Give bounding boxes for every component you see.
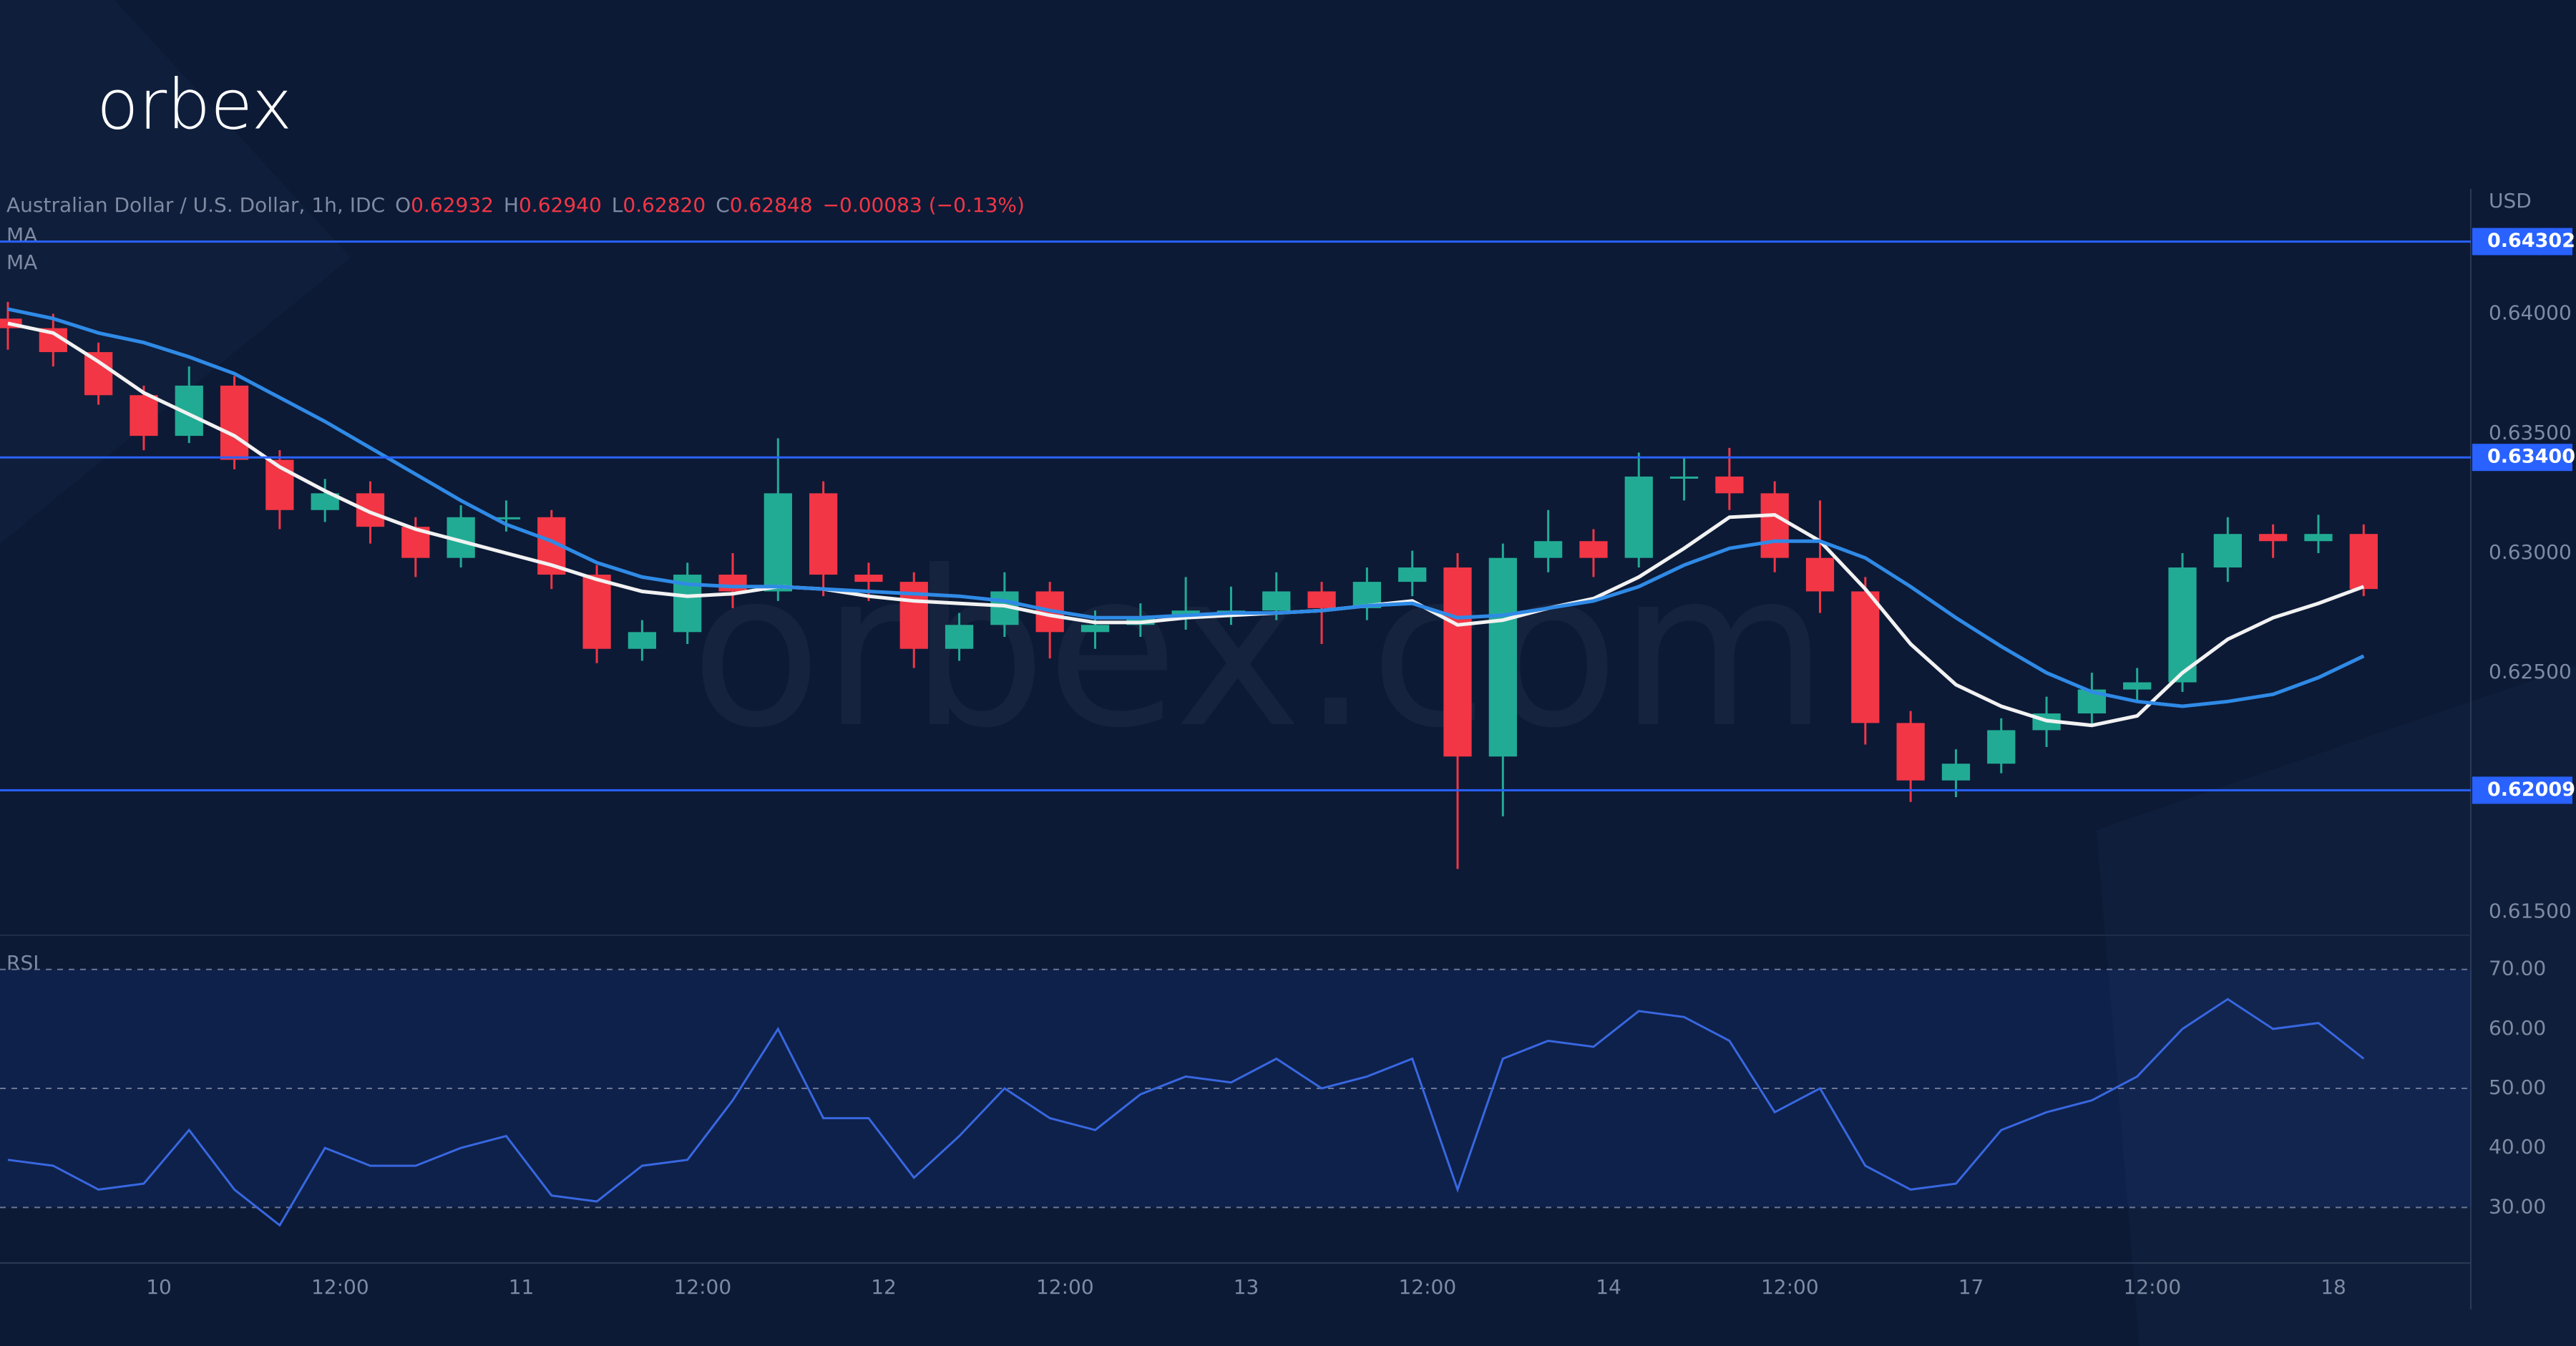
candle-body (1760, 493, 1789, 558)
candle-body (1805, 557, 1835, 592)
candle-body (763, 493, 792, 592)
candle-body (1080, 625, 1110, 633)
x-tick-label: 13 (1234, 1275, 1259, 1299)
x-tick-label: 12:00 (1761, 1275, 1819, 1299)
legend-entry: MA (6, 250, 37, 274)
decor (2097, 665, 2576, 1346)
ma-line (7, 307, 2365, 708)
candle-body (1488, 557, 1517, 757)
legend-key: C (716, 193, 730, 217)
candle-body (2168, 567, 2197, 683)
level-label: 0.62009 (2487, 779, 2575, 801)
legend-value: 0.62820 (623, 193, 706, 217)
candle-body (854, 575, 883, 582)
x-tick-label: 12:00 (1398, 1275, 1456, 1299)
candle-body (1262, 591, 1291, 611)
y-tick-label: 40.00 (2489, 1135, 2546, 1159)
y-tick-label: 50.00 (2489, 1076, 2546, 1099)
level-label: 0.63400 (2487, 446, 2575, 468)
candle-body (582, 575, 611, 649)
x-tick-label: 17 (1958, 1275, 1984, 1299)
y-tick-label: 70.00 (2489, 957, 2546, 980)
candle-body (2304, 534, 2333, 542)
candle-body (628, 632, 657, 649)
x-tick-label: 18 (2321, 1275, 2346, 1299)
legend-value: 0.62848 (730, 193, 813, 217)
title: Australian Dollar / U.S. Dollar, 1h, IDC (6, 193, 385, 217)
candle-body (311, 493, 339, 510)
watermark: orbex.com (691, 525, 1828, 775)
y-tick-label: 0.63500 (2489, 421, 2572, 444)
y-tick-label: 0.63000 (2489, 540, 2572, 564)
y-tick-label: 0.62500 (2489, 660, 2572, 683)
legend-key: O (395, 193, 411, 217)
x-tick-label: 12:00 (2123, 1275, 2181, 1299)
x-tick-label: 12:00 (311, 1275, 369, 1299)
candle-body (1896, 723, 1925, 781)
candle-body (1443, 567, 1472, 757)
rsi-band (0, 969, 2471, 1208)
panel-title: RSI (6, 951, 39, 975)
candle-body (945, 625, 974, 649)
x-tick-label: 12:00 (1036, 1275, 1094, 1299)
change: −0.00083 (−0.13%) (823, 193, 1025, 217)
x-tick-label: 12:00 (673, 1275, 731, 1299)
candle-body (1579, 541, 1608, 558)
logo: orbex (97, 64, 292, 145)
legend-key: H (504, 193, 519, 217)
candle-body (1398, 567, 1427, 582)
candle-body (2123, 682, 2152, 690)
candle-body (1669, 476, 1699, 479)
decor (0, 0, 351, 544)
x-tick-label: 14 (1596, 1275, 1621, 1299)
x-tick-label: 11 (509, 1275, 535, 1299)
level-label: 0.64302 (2487, 230, 2575, 252)
legend-value: 0.62932 (411, 193, 494, 217)
candle-body (1624, 476, 1653, 558)
level-tag (2472, 228, 2572, 255)
level-tag (2472, 776, 2572, 804)
candle-body (1715, 476, 1744, 494)
x-tick-label: 12 (871, 1275, 897, 1299)
candle-body (718, 575, 747, 592)
level-tag (2472, 444, 2572, 472)
candle-body (130, 395, 158, 437)
y-tick-label: 0.64000 (2489, 301, 2572, 325)
axis-unit: USD (2489, 189, 2532, 213)
candle-body (1987, 730, 2016, 764)
candle-body (84, 352, 113, 396)
legend-value: 0.62940 (519, 193, 602, 217)
candle-body (1534, 541, 1563, 558)
candle-body (1851, 591, 1880, 723)
candle-body (2213, 534, 2242, 568)
legend-entry: MA (6, 223, 37, 247)
chart-header: Australian Dollar / U.S. Dollar, 1h, IDC… (6, 193, 1025, 217)
y-tick-label: 30.00 (2489, 1194, 2546, 1218)
candle-body (220, 385, 249, 460)
ma-line (7, 321, 2365, 728)
y-tick-label: 0.61500 (2489, 899, 2572, 923)
candle-body (1307, 591, 1336, 608)
y-tick-label: 60.00 (2489, 1016, 2546, 1040)
candle-body (356, 493, 385, 527)
candle-body (2259, 534, 2288, 542)
candle-body (1941, 764, 1971, 781)
candle-body (809, 493, 838, 575)
legend-key: L (612, 193, 623, 217)
rsi-line (7, 998, 2365, 1227)
candle-body (492, 517, 521, 520)
x-tick-label: 10 (146, 1275, 172, 1299)
candle-body (2349, 534, 2378, 590)
